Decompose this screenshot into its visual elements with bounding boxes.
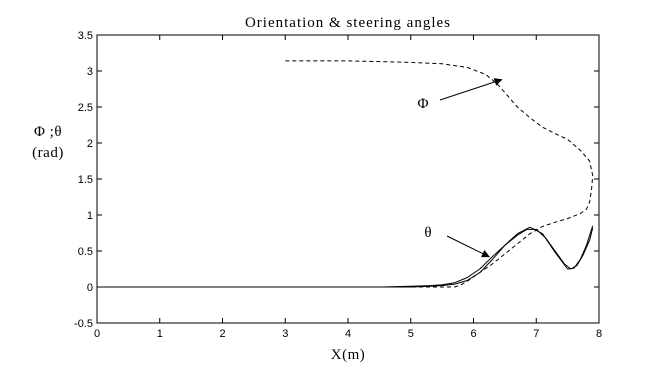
tick-layer: 0 1 2 3 4 5 6 7 8-0.500.511.522.533.5 bbox=[74, 30, 602, 340]
y-tick-label: 0 bbox=[87, 282, 93, 294]
x-tick-label: 7 bbox=[533, 328, 539, 340]
x-tick-label: 5 bbox=[408, 328, 414, 340]
annotation-arrow bbox=[439, 78, 503, 101]
plot-frame bbox=[96, 34, 600, 324]
x-tick-label: 6 bbox=[470, 328, 476, 340]
annotation-arrow bbox=[446, 235, 490, 258]
x-tick-label: 8 bbox=[596, 328, 602, 340]
series-line-1 bbox=[285, 60, 594, 288]
x-axis-label: X(m) bbox=[331, 347, 366, 363]
y-tick-label: 3.5 bbox=[78, 30, 93, 42]
annotation-layer: Φ θ bbox=[418, 78, 503, 258]
y-tick-label: 0.5 bbox=[78, 246, 93, 258]
theta-annotation-label: θ bbox=[424, 225, 431, 241]
series-line-3 bbox=[97, 227, 594, 288]
series-layer bbox=[97, 60, 594, 288]
series-line-4 bbox=[97, 225, 594, 288]
y-axis-label-line1: Φ ;θ bbox=[34, 124, 62, 140]
x-tick-label: 2 bbox=[219, 328, 225, 340]
y-tick-label: 1 bbox=[87, 210, 93, 222]
y-tick-label: 2.5 bbox=[78, 102, 93, 114]
phi-annotation-label: Φ bbox=[418, 96, 429, 112]
x-tick-label: 1 bbox=[157, 328, 163, 340]
x-tick-label: 3 bbox=[282, 328, 288, 340]
y-tick-label: 3 bbox=[87, 66, 93, 78]
y-tick-label: 1.5 bbox=[78, 174, 93, 186]
y-axis-label-line2: (rad) bbox=[32, 145, 64, 161]
x-tick-label: 4 bbox=[345, 328, 351, 340]
y-tick-label: 2 bbox=[87, 138, 93, 150]
x-tick-label: 0 bbox=[94, 328, 100, 340]
y-tick-label: -0.5 bbox=[74, 318, 93, 330]
chart-title: Orientation & steering angles bbox=[245, 15, 451, 31]
